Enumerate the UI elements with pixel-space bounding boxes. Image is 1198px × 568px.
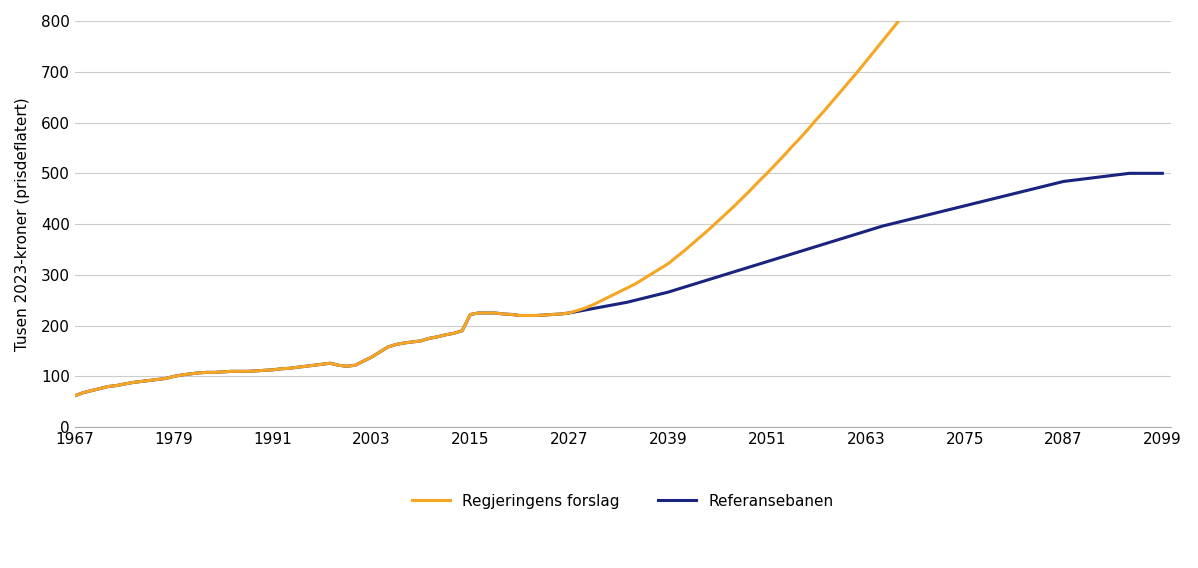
Referansebanen xyxy=(68,392,83,399)
Line: Referansebanen: Referansebanen xyxy=(75,173,1162,396)
Referansebanen xyxy=(817,240,831,247)
Referansebanen xyxy=(1123,170,1137,177)
Regjeringens forslag xyxy=(817,107,831,114)
Referansebanen xyxy=(751,261,766,268)
Regjeringens forslag xyxy=(68,392,83,399)
Referansebanen xyxy=(1089,174,1103,181)
Referansebanen xyxy=(141,377,156,384)
Regjeringens forslag xyxy=(785,144,799,151)
Referansebanen xyxy=(1155,170,1169,177)
Regjeringens forslag xyxy=(751,178,766,185)
Referansebanen xyxy=(1114,171,1129,178)
Legend: Regjeringens forslag, Referansebanen: Regjeringens forslag, Referansebanen xyxy=(406,488,840,515)
Regjeringens forslag xyxy=(141,377,156,384)
Referansebanen xyxy=(785,250,799,257)
Y-axis label: Tusen 2023-kroner (prisdeflatert): Tusen 2023-kroner (prisdeflatert) xyxy=(16,97,30,351)
Line: Regjeringens forslag: Regjeringens forslag xyxy=(75,0,1162,396)
